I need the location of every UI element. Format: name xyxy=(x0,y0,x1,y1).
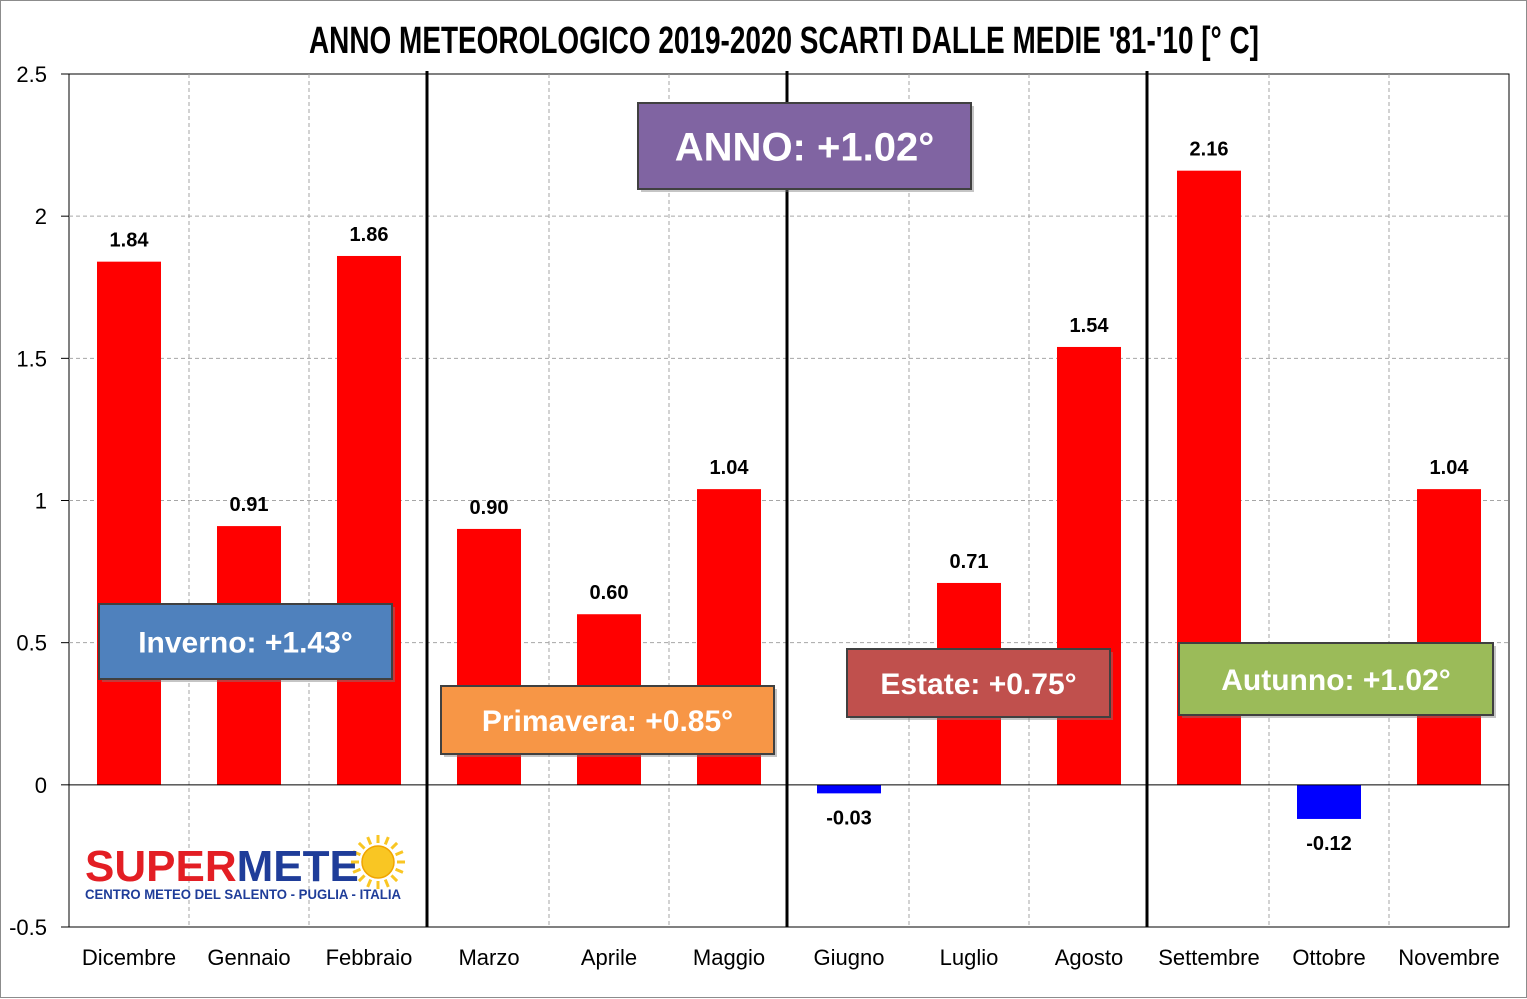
data-label: 0.91 xyxy=(230,494,269,516)
sun-ray xyxy=(383,836,390,846)
sun-ray xyxy=(390,841,399,850)
x-category-label: Agosto xyxy=(1055,945,1124,970)
x-category-label: Maggio xyxy=(693,945,765,970)
x-category-label: Gennaio xyxy=(207,945,290,970)
data-label: 1.04 xyxy=(1430,457,1470,479)
season-box-2: Primavera: +0.85° xyxy=(440,685,777,757)
x-category-label: Marzo xyxy=(458,945,519,970)
x-category-label: Febbraio xyxy=(326,945,413,970)
plot-area xyxy=(68,73,1510,928)
y-tick-label: 1 xyxy=(35,489,47,514)
season-box-1: Inverno: +1.43° xyxy=(98,603,395,682)
data-label: 0.60 xyxy=(590,582,629,604)
y-tick-label: 2 xyxy=(35,204,47,229)
bar-dicembre xyxy=(97,261,161,785)
x-category-label: Dicembre xyxy=(82,945,176,970)
data-label: 0.71 xyxy=(950,551,989,573)
logo-name-part2: METE xyxy=(237,842,359,891)
bar-novembre xyxy=(1417,489,1481,785)
sun-ray xyxy=(394,850,404,857)
box-text: ANNO: +1.02° xyxy=(675,125,934,169)
y-tick-label: -0.5 xyxy=(9,915,47,940)
box-background xyxy=(846,648,1111,718)
season-box-3: Estate: +0.75° xyxy=(846,648,1113,720)
sun-ray xyxy=(394,867,404,874)
box-background xyxy=(440,685,775,755)
sun-ray xyxy=(390,874,399,883)
data-label: 2.16 xyxy=(1190,139,1229,161)
season-box-4: Autunno: +1.02° xyxy=(1178,642,1496,718)
data-label: 1.84 xyxy=(110,230,150,252)
data-label: 1.04 xyxy=(710,457,750,479)
x-category-label: Ottobre xyxy=(1292,945,1365,970)
sun-ray xyxy=(352,850,362,857)
x-category-label: Settembre xyxy=(1158,945,1260,970)
x-category-label: Aprile xyxy=(581,945,637,970)
data-label: -0.12 xyxy=(1306,833,1352,855)
y-axis-ticks: -0.5 0 0.5 1 1.5 2 2.5 xyxy=(9,62,69,940)
logo-name: SUPERMETE xyxy=(85,842,359,891)
logo-name-part1: SUPER xyxy=(85,842,237,891)
sun-ray xyxy=(366,836,373,846)
bar-febbraio xyxy=(337,255,401,785)
data-label: 1.54 xyxy=(1070,315,1110,337)
season-dividers xyxy=(425,71,1149,927)
sun-ray xyxy=(383,878,390,888)
x-category-label: Novembre xyxy=(1398,945,1499,970)
sun-ray xyxy=(352,867,362,874)
sun-ray xyxy=(366,878,373,888)
data-label: 1.86 xyxy=(350,224,389,246)
box-background xyxy=(1178,642,1494,716)
y-tick-label: 2.5 xyxy=(16,62,47,87)
data-label: 0.90 xyxy=(470,497,509,519)
season-boxes: Inverno: +1.43° Primavera: +0.85° Estate: … xyxy=(98,102,1496,757)
box-text: Estate: +0.75° xyxy=(880,668,1076,701)
sun-ray xyxy=(357,874,366,883)
y-tick-label: 0.5 xyxy=(16,631,47,656)
logo-subtitle: CENTRO METEO DEL SALENTO - PUGLIA - ITAL… xyxy=(85,886,401,902)
box-text: Inverno: +1.43° xyxy=(138,626,353,659)
y-tick-label: 0 xyxy=(35,773,47,798)
supermeteo-logo: SUPERMETE CENTRO METEO DEL SALENTO - PUG… xyxy=(85,835,405,902)
chart-title: ANNO METEOROLOGICO 2019-2020 SCARTI DALL… xyxy=(309,20,1259,62)
sun-ray xyxy=(357,841,366,850)
box-text: Autunno: +1.02° xyxy=(1221,664,1451,697)
x-category-label: Giugno xyxy=(814,945,885,970)
box-text: Primavera: +0.85° xyxy=(482,705,733,738)
y-tick-label: 1.5 xyxy=(16,346,47,371)
x-axis-categories: Dicembre Gennaio Febbraio Marzo Aprile Maggio… xyxy=(82,945,1500,970)
data-labels: 1.84 0.91 1.86 0.90 0.60 1.04 -0.03 0.71 1.54 2.1… xyxy=(110,139,1470,855)
bar-giugno xyxy=(817,784,881,794)
sun-icon xyxy=(351,835,405,889)
box-background xyxy=(637,102,972,190)
x-category-label: Luglio xyxy=(940,945,999,970)
bar-ottobre xyxy=(1297,784,1361,819)
data-label: -0.03 xyxy=(826,807,872,829)
plot-border xyxy=(68,73,1510,928)
box-background xyxy=(98,603,393,680)
annual-box: ANNO: +1.02° xyxy=(637,102,974,192)
